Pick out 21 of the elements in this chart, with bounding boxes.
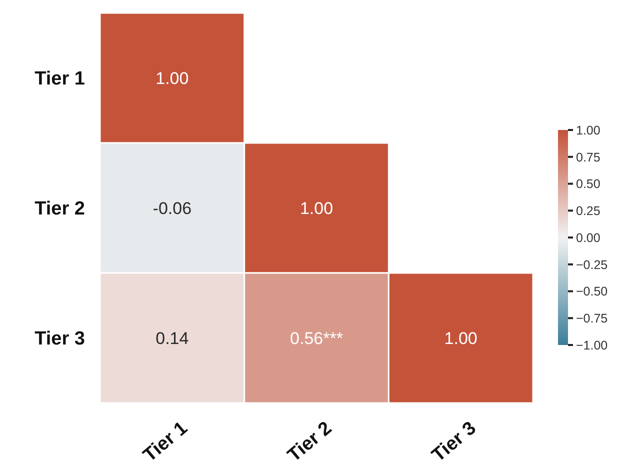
data-label: 0.56*** xyxy=(290,328,344,348)
data-label: 1.00 xyxy=(156,68,189,88)
x-tick-label: Tier 1 xyxy=(140,418,192,466)
color-bar-label: 1.00 xyxy=(576,123,600,138)
data-label: 1.00 xyxy=(444,328,478,348)
color-bar-label: −0.50 xyxy=(576,284,608,299)
color-bar-label: 0.00 xyxy=(576,230,600,245)
color-bar-label: −1.00 xyxy=(576,338,608,352)
data-label: 1.00 xyxy=(300,198,334,218)
data-label: 0.14 xyxy=(156,328,189,348)
color-bar-label: 0.25 xyxy=(576,204,600,218)
y-tick-label: Tier 2 xyxy=(34,198,85,220)
x-tick-label: Tier 2 xyxy=(284,418,336,466)
color-bar-label: −0.75 xyxy=(576,312,608,326)
color-bar-label: 0.75 xyxy=(576,150,600,164)
color-bar-label: −0.25 xyxy=(576,258,608,272)
color-bar-label: 0.50 xyxy=(576,177,600,192)
x-tick-label: Tier 3 xyxy=(428,418,480,466)
y-tick-label: Tier 1 xyxy=(34,68,86,90)
data-label: -0.06 xyxy=(152,198,192,218)
y-tick-label: Tier 3 xyxy=(34,328,85,350)
